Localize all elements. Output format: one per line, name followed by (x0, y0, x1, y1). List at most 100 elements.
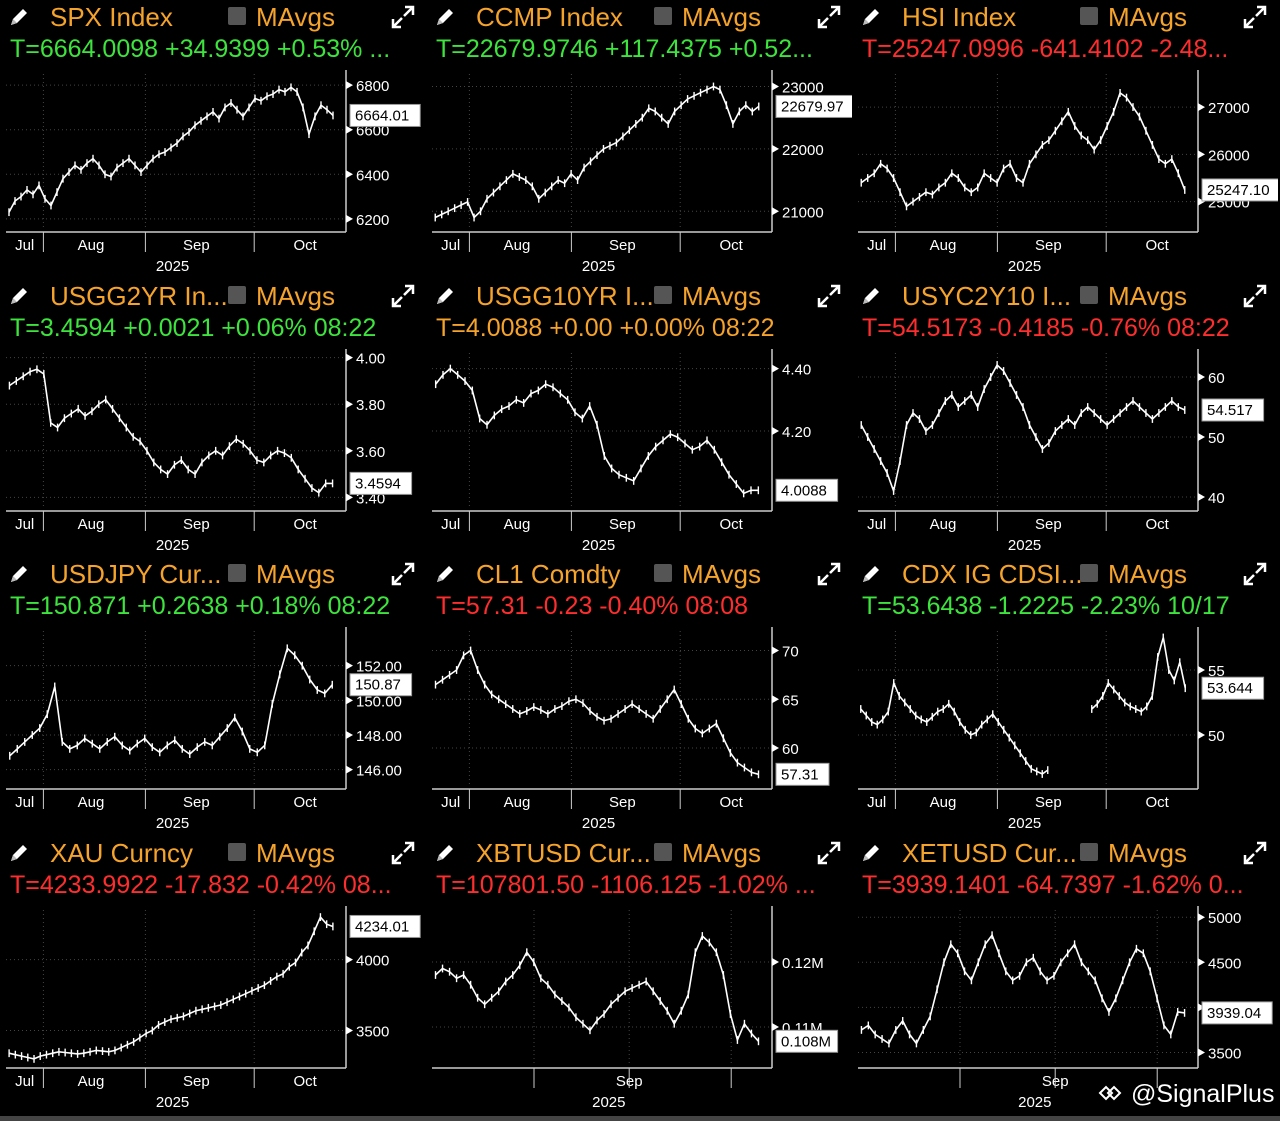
ticker-label[interactable]: XAU Curncy (50, 838, 194, 868)
mavgs-checkbox-icon[interactable] (1080, 843, 1098, 861)
ticker-label[interactable]: CL1 Comdty (476, 559, 621, 589)
ticker-label[interactable]: XBTUSD Cur... (476, 838, 651, 868)
mavgs-label[interactable]: MAvgs (1108, 281, 1187, 311)
price-chart: 40 50 60 54.517 Jul Aug Sep Oct 2025 (858, 349, 1265, 554)
ticker-label[interactable]: USDJPY Cur... (50, 559, 222, 589)
y-tick-label: 22000 (782, 142, 824, 159)
y-tick-mark (772, 695, 779, 704)
pencil-icon[interactable] (434, 842, 456, 864)
ticker-label[interactable]: CCMP Index (476, 2, 623, 32)
ticker-label[interactable]: USGG2YR In... (50, 281, 228, 311)
expand-icon[interactable] (390, 283, 416, 309)
mavgs-label[interactable]: MAvgs (682, 559, 761, 589)
x-tick-label: Oct (294, 794, 318, 811)
ticker-label[interactable]: USGG10YR I... (476, 281, 654, 311)
pencil-icon[interactable] (8, 285, 30, 307)
mavgs-checkbox-icon[interactable] (654, 843, 672, 861)
mavgs-checkbox-icon[interactable] (228, 843, 246, 861)
expand-icon[interactable] (1242, 840, 1268, 866)
expand-icon[interactable] (390, 561, 416, 587)
y-tick-mark (1198, 666, 1205, 674)
ticker-label[interactable]: SPX Index (50, 2, 173, 32)
panel-header: CDX IG CDSI... MAvgs (852, 557, 1278, 591)
y-tick-label: 3500 (1208, 1045, 1241, 1062)
mavgs-label[interactable]: MAvgs (1108, 559, 1187, 589)
last-value-box (775, 478, 839, 502)
y-tick-label: 146.00 (356, 763, 402, 780)
pencil-icon[interactable] (8, 842, 30, 864)
pencil-icon[interactable] (434, 563, 456, 585)
y-tick-label: 148.00 (356, 728, 402, 745)
mavgs-label[interactable]: MAvgs (256, 281, 335, 311)
x-tick-label: Aug (504, 237, 531, 254)
price-line (8, 368, 333, 494)
pencil-icon[interactable] (8, 563, 30, 585)
y-tick-label: 6800 (356, 78, 389, 95)
pencil-icon[interactable] (860, 6, 882, 28)
quote-line: T=4.0088 +0.00 +0.00% 08:22 (436, 314, 775, 342)
expand-icon[interactable] (390, 4, 416, 30)
last-value-box (349, 914, 421, 938)
last-value-box (775, 762, 830, 786)
expand-icon[interactable] (816, 4, 842, 30)
last-value-box (1201, 676, 1265, 700)
ticker-label[interactable]: HSI Index (902, 2, 1017, 32)
x-tick-label: Jul (15, 237, 34, 254)
y-tick-mark (1198, 197, 1205, 206)
y-tick-mark (772, 144, 779, 153)
y-tick-label: 152.00 (356, 659, 402, 676)
mavgs-label[interactable]: MAvgs (256, 838, 335, 868)
pencil-icon[interactable] (434, 6, 456, 28)
mavgs-checkbox-icon[interactable] (1080, 564, 1098, 582)
expand-icon[interactable] (816, 283, 842, 309)
expand-icon[interactable] (1242, 4, 1268, 30)
pencil-icon[interactable] (434, 285, 456, 307)
pencil-icon[interactable] (860, 563, 882, 585)
mavgs-label[interactable]: MAvgs (256, 559, 335, 589)
panel-header: CL1 Comdty MAvgs (426, 557, 852, 591)
ticker-label[interactable]: XETUSD Cur... (902, 838, 1077, 868)
ticker-label[interactable]: CDX IG CDSI... (902, 559, 1083, 589)
y-tick-mark (772, 744, 779, 752)
x-year-label: 2025 (582, 537, 615, 554)
expand-icon[interactable] (390, 840, 416, 866)
expand-icon[interactable] (1242, 283, 1268, 309)
mavgs-label[interactable]: MAvgs (682, 281, 761, 311)
last-value-label: 150.87 (355, 677, 401, 694)
pencil-icon[interactable] (8, 6, 30, 28)
pencil-icon[interactable] (860, 842, 882, 864)
mavgs-label[interactable]: MAvgs (1108, 838, 1187, 868)
expand-icon[interactable] (816, 840, 842, 866)
mavgs-checkbox-icon[interactable] (1080, 286, 1098, 304)
mavgs-checkbox-icon[interactable] (228, 286, 246, 304)
mavgs-label[interactable]: MAvgs (1108, 2, 1187, 32)
mavgs-checkbox-icon[interactable] (654, 286, 672, 304)
x-tick-label: Aug (504, 516, 531, 533)
last-value-label: 3939.04 (1207, 1005, 1261, 1022)
price-line (435, 649, 759, 776)
mavgs-label[interactable]: MAvgs (256, 2, 335, 32)
price-line (8, 915, 334, 1060)
y-tick-label: 50 (1208, 728, 1225, 745)
x-tick-label: Oct (1146, 516, 1170, 533)
pencil-icon[interactable] (860, 285, 882, 307)
ticker-label[interactable]: USYC2Y10 I... (902, 281, 1072, 311)
mavgs-checkbox-icon[interactable] (228, 7, 246, 25)
mavgs-label[interactable]: MAvgs (682, 2, 761, 32)
x-tick-label: Aug (78, 237, 105, 254)
mavgs-checkbox-icon[interactable] (654, 564, 672, 582)
last-value-label: 0.108M (781, 1033, 831, 1050)
expand-icon[interactable] (816, 561, 842, 587)
mavgs-checkbox-icon[interactable] (228, 564, 246, 582)
expand-icon[interactable] (1242, 561, 1268, 587)
mavgs-checkbox-icon[interactable] (1080, 7, 1098, 25)
y-tick-mark (1198, 958, 1205, 967)
chart-panel: USGG10YR I... MAvgs T=4.0088 +0.00 +0.00% … (426, 279, 852, 557)
mavgs-checkbox-icon[interactable] (654, 7, 672, 25)
mavgs-label[interactable]: MAvgs (682, 838, 761, 868)
y-tick-mark (346, 125, 353, 134)
y-tick-label: 27000 (1208, 100, 1250, 117)
y-tick-label: 60 (1208, 370, 1225, 387)
